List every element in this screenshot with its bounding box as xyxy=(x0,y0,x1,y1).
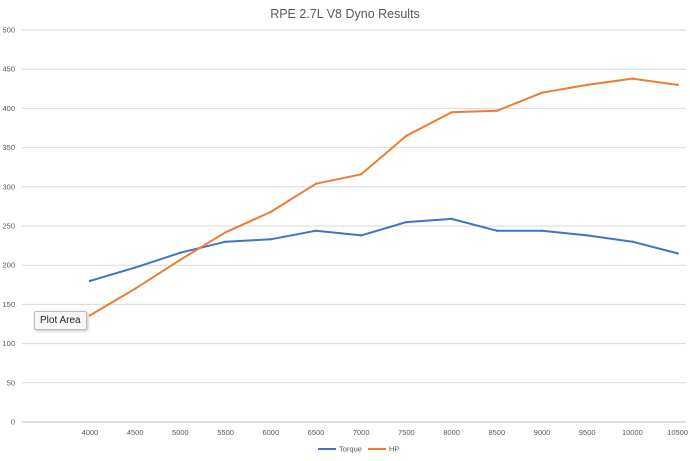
y-tick-label: 500 xyxy=(2,26,15,35)
data-point-hp xyxy=(134,287,137,290)
y-tick-label: 150 xyxy=(2,300,15,309)
data-point-torque xyxy=(676,252,679,255)
x-tick-label: 4500 xyxy=(127,428,144,437)
data-point-hp xyxy=(676,83,679,87)
legend-item-hp: HP xyxy=(368,445,399,454)
data-point-torque xyxy=(179,251,182,254)
data-point-hp xyxy=(450,111,453,114)
x-tick-label: 10000 xyxy=(622,428,643,437)
data-point-torque xyxy=(360,234,363,237)
data-point-torque xyxy=(314,229,318,232)
gridlines xyxy=(22,29,686,423)
data-point-torque xyxy=(134,266,137,269)
data-point-hp xyxy=(631,77,634,80)
data-point-torque xyxy=(495,229,498,232)
data-point-hp xyxy=(224,231,227,234)
y-tick-label: 400 xyxy=(2,104,15,113)
data-point-hp xyxy=(269,210,272,214)
x-tick-label: 8500 xyxy=(488,428,505,437)
legend: Torque HP xyxy=(318,445,399,454)
data-point-hp xyxy=(314,182,318,185)
y-tick-label: 0 xyxy=(11,418,15,427)
chart-title: RPE 2.7L V8 Dyno Results xyxy=(270,7,420,21)
y-tick-label: 250 xyxy=(2,222,15,231)
y-tick-label: 450 xyxy=(2,65,15,74)
series-hp xyxy=(88,77,679,317)
data-point-torque xyxy=(586,234,589,237)
data-point-torque xyxy=(631,240,634,243)
data-point-hp xyxy=(88,314,92,317)
x-tick-label: 9000 xyxy=(534,428,551,437)
x-tick-label: 6000 xyxy=(262,428,279,437)
legend-item-torque: Torque xyxy=(318,445,362,454)
series-line-hp xyxy=(89,77,679,317)
plot-area-tooltip: Plot Area xyxy=(34,311,87,330)
data-point-torque xyxy=(540,229,544,232)
data-point-hp xyxy=(495,109,498,112)
x-tick-label: 6500 xyxy=(308,428,325,437)
x-tick-label: 5000 xyxy=(172,428,189,437)
data-point-torque xyxy=(405,220,408,224)
data-point-torque xyxy=(269,238,272,241)
y-axis-labels: 0 50 100 150 200 250 300 350 400 450 500 xyxy=(2,26,15,427)
x-tick-label: 7000 xyxy=(353,428,370,437)
y-tick-label: 350 xyxy=(2,143,15,152)
x-tick-label: 9500 xyxy=(579,428,596,437)
x-tick-label: 5500 xyxy=(217,428,234,437)
data-point-torque xyxy=(224,240,227,243)
data-point-torque xyxy=(450,217,453,221)
y-tick-label: 50 xyxy=(7,378,15,387)
data-point-hp xyxy=(586,83,589,87)
y-tick-label: 200 xyxy=(2,261,15,270)
series-torque xyxy=(88,217,679,283)
x-tick-label: 10500 xyxy=(667,428,688,437)
data-point-hp xyxy=(540,91,544,94)
x-tick-label: 4000 xyxy=(82,428,99,437)
series-lines xyxy=(88,77,679,317)
data-point-torque xyxy=(88,279,92,283)
y-tick-label: 300 xyxy=(2,182,15,191)
data-point-hp xyxy=(405,134,408,138)
legend-label: HP xyxy=(389,445,399,454)
x-tick-label: 8000 xyxy=(443,428,460,437)
data-point-hp xyxy=(360,173,363,176)
series-line-torque xyxy=(89,217,679,282)
x-axis-labels: 4000 4500 5000 5500 6000 6500 7000 7500 8000 8500… xyxy=(82,428,688,437)
y-tick-label: 100 xyxy=(2,339,15,348)
data-point-hp xyxy=(179,258,182,261)
legend-label: Torque xyxy=(339,445,362,454)
x-tick-label: 7500 xyxy=(398,428,415,437)
